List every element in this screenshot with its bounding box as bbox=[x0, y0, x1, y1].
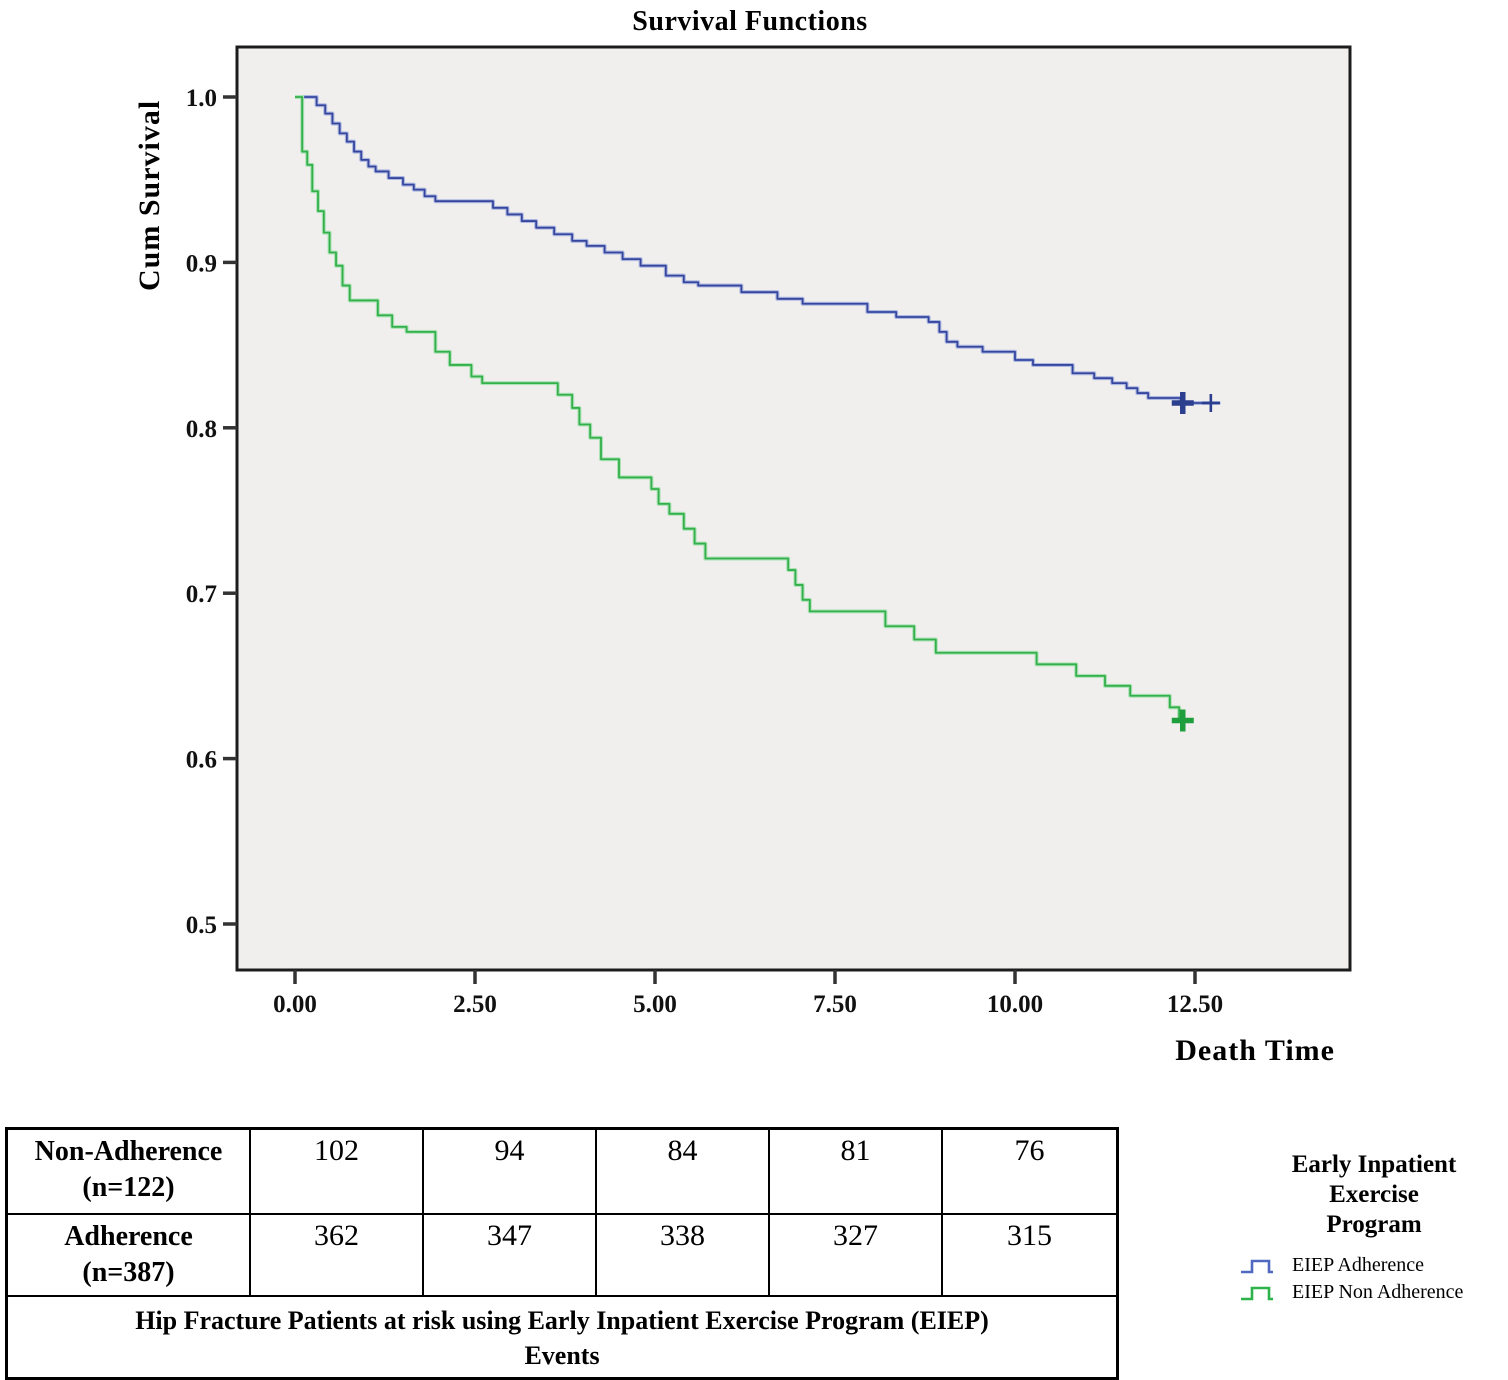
y-tick-label: 0.5 bbox=[186, 912, 217, 939]
plot-background bbox=[237, 47, 1350, 970]
table-cell: 347 bbox=[424, 1215, 597, 1295]
y-tick-label: 0.8 bbox=[186, 416, 217, 443]
row-header-line2: (n=122) bbox=[82, 1172, 175, 1204]
table-caption: Hip Fracture Patients at risk using Earl… bbox=[8, 1297, 1116, 1377]
row-header-line1: Non-Adherence bbox=[34, 1136, 223, 1167]
legend-title: Early Inpatient Exercise Program bbox=[1240, 1150, 1508, 1240]
chart-title: Survival Functions bbox=[632, 6, 868, 37]
table-row-non-adherence: Non-Adherence (n=122) 102 94 84 81 76 bbox=[8, 1130, 1116, 1215]
legend-entry-non-adherence: EIEP Non Adherence bbox=[1240, 1279, 1508, 1306]
x-tick-label: 0.00 bbox=[273, 991, 317, 1018]
table-caption-line1: Hip Fracture Patients at risk using Earl… bbox=[135, 1306, 989, 1335]
x-axis-title: Death Time bbox=[1175, 1034, 1335, 1067]
row-header-line1: Adherence bbox=[64, 1221, 193, 1252]
x-tick-label: 10.00 bbox=[987, 991, 1043, 1018]
table-caption-line2: Events bbox=[524, 1341, 600, 1371]
legend: Early Inpatient Exercise Program EIEP Ad… bbox=[1240, 1150, 1508, 1306]
survival-plot: 1.0 0.9 0.8 0.7 0.6 0.5 0.00 2.50 5.00 7.50 10.00 1… bbox=[186, 45, 1352, 1018]
table-cell: 327 bbox=[770, 1215, 943, 1295]
legend-entries: EIEP Adherence EIEP Non Adherence bbox=[1240, 1252, 1508, 1306]
table-cell: 84 bbox=[597, 1130, 770, 1213]
table-cell: 362 bbox=[251, 1215, 424, 1295]
x-tick-label: 2.50 bbox=[453, 991, 497, 1018]
table-cell: 81 bbox=[770, 1130, 943, 1213]
row-header-non-adherence: Non-Adherence (n=122) bbox=[8, 1130, 251, 1213]
x-tick-label: 12.50 bbox=[1167, 991, 1223, 1018]
table-row-adherence: Adherence (n=387) 362 347 338 327 315 bbox=[8, 1215, 1116, 1297]
table-cell: 102 bbox=[251, 1130, 424, 1213]
legend-entry-adherence: EIEP Adherence bbox=[1240, 1252, 1508, 1279]
step-line-icon bbox=[1241, 1286, 1273, 1300]
table-cell: 94 bbox=[424, 1130, 597, 1213]
legend-entry-label: EIEP Non Adherence bbox=[1292, 1281, 1464, 1303]
risk-table: Non-Adherence (n=122) 102 94 84 81 76 Ad… bbox=[5, 1127, 1119, 1380]
legend-title-line3: Program bbox=[1326, 1211, 1422, 1238]
censor-mark bbox=[1201, 393, 1220, 412]
table-cell: 315 bbox=[1007, 1219, 1052, 1252]
y-tick-label: 0.7 bbox=[186, 581, 217, 608]
y-tick-label: 0.6 bbox=[186, 747, 217, 774]
plot-frame bbox=[235, 45, 1352, 972]
legend-title-line1: Early Inpatient bbox=[1291, 1151, 1457, 1178]
censor-mark bbox=[1171, 709, 1194, 732]
row-header-adherence: Adherence (n=387) bbox=[8, 1215, 251, 1295]
table-cell: 338 bbox=[597, 1215, 770, 1295]
x-tick-label: 7.50 bbox=[813, 991, 857, 1018]
step-line-icon bbox=[1241, 1259, 1273, 1273]
censor-mark bbox=[1171, 391, 1194, 414]
x-tick-label: 5.00 bbox=[633, 991, 677, 1018]
y-tick-label: 1.0 bbox=[186, 85, 217, 112]
survival-curve-0 bbox=[295, 96, 1221, 404]
legend-entry-label: EIEP Adherence bbox=[1292, 1254, 1424, 1276]
legend-title-line2: Exercise bbox=[1329, 1181, 1419, 1208]
survival-curve-1 bbox=[295, 96, 1190, 722]
table-cell: 76 bbox=[1014, 1134, 1045, 1167]
y-tick-label: 0.9 bbox=[186, 250, 217, 277]
row-header-line2: (n=387) bbox=[82, 1257, 175, 1289]
